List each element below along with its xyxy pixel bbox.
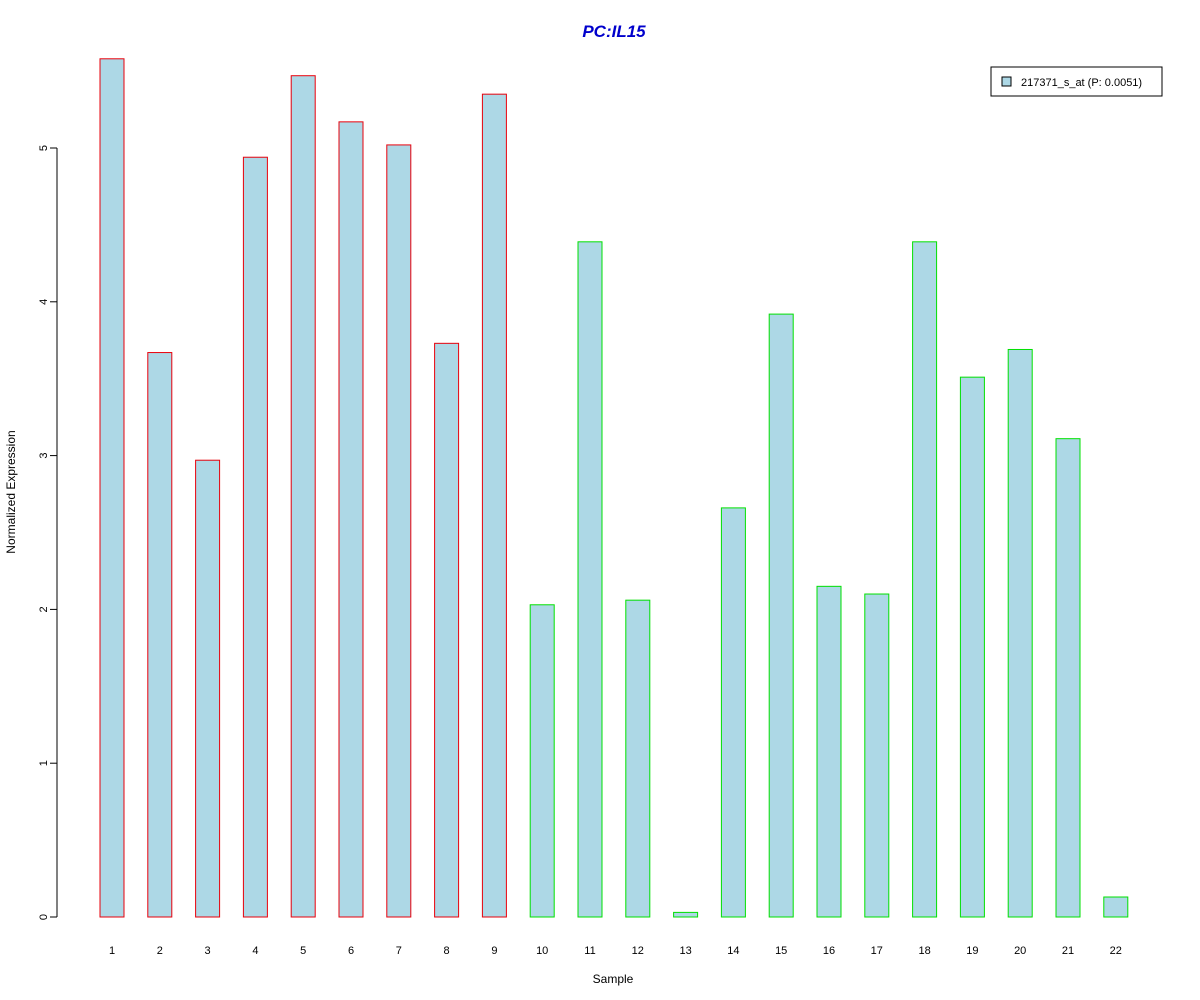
bar-sample-22 — [1103, 896, 1129, 918]
bar-sample-8 — [434, 342, 460, 918]
y-tick-label: 0 — [38, 914, 50, 920]
bar-sample-12 — [625, 599, 651, 918]
x-tick-label: 21 — [1062, 945, 1074, 957]
bar-sample-15 — [768, 313, 794, 918]
bar-sample-13 — [673, 911, 699, 918]
bar-sample-14 — [720, 507, 746, 918]
x-axis-label: Sample — [593, 972, 634, 986]
bar-sample-4 — [242, 156, 268, 918]
legend: 217371_s_at (P: 0.0051) — [990, 66, 1163, 97]
x-tick-label: 20 — [1014, 945, 1026, 957]
x-tick-label: 18 — [918, 945, 930, 957]
bar-sample-21 — [1055, 438, 1081, 918]
x-tick-label: 17 — [871, 945, 883, 957]
x-tick-label: 15 — [775, 945, 787, 957]
x-tick-label: 13 — [679, 945, 691, 957]
bar-sample-11 — [577, 241, 603, 918]
bars — [99, 58, 1129, 918]
bar-sample-3 — [195, 459, 221, 918]
bar-sample-20 — [1007, 348, 1033, 918]
y-tick-label: 1 — [38, 760, 50, 766]
legend-swatch — [1001, 76, 1012, 87]
x-tick-label: 9 — [491, 945, 497, 957]
bar-sample-9 — [481, 93, 507, 918]
legend-label: 217371_s_at (P: 0.0051) — [1021, 77, 1142, 89]
chart-title: PC:IL15 — [582, 22, 646, 41]
y-tick-label: 5 — [38, 145, 50, 151]
x-tick-label: 19 — [966, 945, 978, 957]
bar-sample-19 — [959, 376, 985, 918]
bar-sample-7 — [386, 144, 412, 918]
y-axis: 0 1 2 3 4 5 — [38, 145, 58, 920]
bar-sample-17 — [864, 593, 890, 918]
x-tick-labels: 1 2 3 4 5 6 7 8 9 10 11 12 13 14 15 16 17 18 19 20 21 22 — [109, 945, 1122, 957]
bar-sample-2 — [147, 352, 173, 918]
bar-sample-16 — [816, 585, 842, 918]
x-tick-label: 8 — [444, 945, 450, 957]
x-tick-label: 6 — [348, 945, 354, 957]
bar-sample-10 — [529, 604, 555, 918]
bar-sample-5 — [290, 75, 316, 918]
x-tick-label: 1 — [109, 945, 115, 957]
x-tick-label: 22 — [1110, 945, 1122, 957]
bar-sample-1 — [99, 58, 125, 918]
y-tick-label: 4 — [38, 299, 50, 305]
bar-sample-6 — [338, 121, 364, 918]
x-tick-label: 10 — [536, 945, 548, 957]
x-tick-label: 3 — [205, 945, 211, 957]
y-tick-label: 3 — [38, 453, 50, 459]
x-tick-label: 4 — [252, 945, 258, 957]
legend-box — [990, 66, 1163, 97]
bar-sample-18 — [912, 241, 938, 918]
x-tick-label: 2 — [157, 945, 163, 957]
y-axis-label: Normalized Expression — [4, 430, 18, 553]
x-tick-label: 11 — [584, 945, 595, 957]
x-tick-label: 12 — [632, 945, 644, 957]
x-tick-label: 5 — [300, 945, 306, 957]
x-tick-label: 14 — [727, 945, 739, 957]
x-tick-label: 7 — [396, 945, 402, 957]
x-tick-label: 16 — [823, 945, 835, 957]
y-tick-label: 2 — [38, 606, 50, 612]
